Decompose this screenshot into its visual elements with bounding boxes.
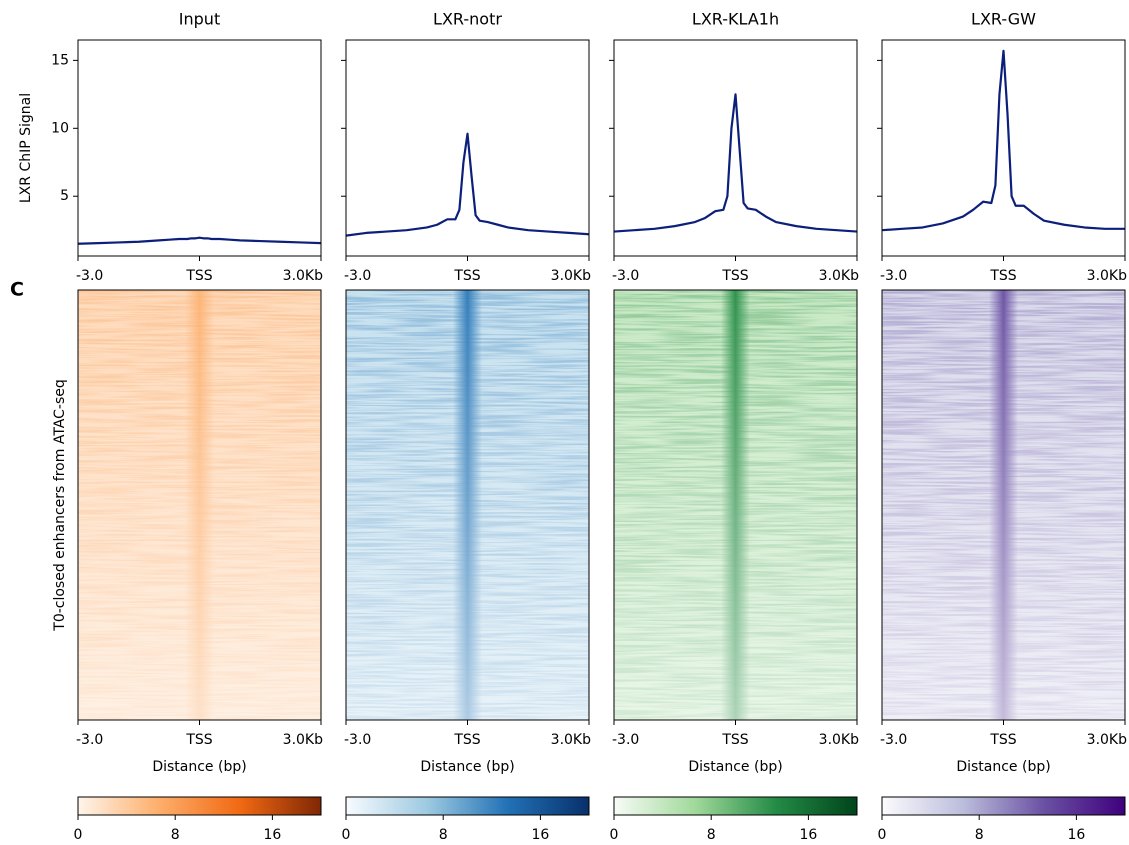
x-tick-label: -3.0 bbox=[76, 268, 103, 284]
x-tick-label: 3.0Kb bbox=[551, 268, 591, 284]
x-tick-label: TSS bbox=[453, 268, 480, 284]
y-axis-label: T0-closed enhancers from ATAC-seq bbox=[52, 379, 68, 631]
colorbar bbox=[345, 796, 590, 816]
colorbar bbox=[881, 796, 1126, 816]
heatmap-fade bbox=[346, 290, 589, 720]
x-tick-label: TSS bbox=[721, 732, 748, 748]
x-tick-label: -3.0 bbox=[880, 268, 907, 284]
y-tick-label: 5 bbox=[60, 188, 69, 204]
x-tick-label: TSS bbox=[989, 268, 1016, 284]
x-tick-label: TSS bbox=[453, 732, 480, 748]
x-tick-label: -3.0 bbox=[344, 732, 371, 748]
profile-line bbox=[613, 93, 858, 233]
x-axis-label: Distance (bp) bbox=[956, 759, 1050, 775]
panel-title: LXR-notr bbox=[433, 10, 502, 29]
colorbar-tick-label: 0 bbox=[610, 827, 619, 843]
x-tick-label: -3.0 bbox=[76, 732, 103, 748]
colorbar-tick-label: 8 bbox=[171, 827, 180, 843]
x-tick-label: TSS bbox=[721, 268, 748, 284]
y-axis-label: LXR ChIP Signal bbox=[18, 93, 34, 203]
profile-line bbox=[881, 49, 1125, 232]
heatmap-fade bbox=[614, 290, 857, 720]
x-tick-label: 3.0Kb bbox=[283, 732, 323, 748]
plot-frame bbox=[77, 39, 322, 257]
panel-title: Input bbox=[179, 10, 220, 29]
heatmap-fade bbox=[78, 290, 321, 720]
colorbar-tick-label: 16 bbox=[1067, 827, 1085, 843]
x-axis-label: Distance (bp) bbox=[152, 759, 246, 775]
plot-frame bbox=[613, 39, 858, 257]
x-axis-label: Distance (bp) bbox=[420, 759, 514, 775]
panel-title: LXR-GW bbox=[971, 10, 1036, 29]
colorbar bbox=[613, 796, 858, 816]
colorbar-tick-label: 8 bbox=[439, 827, 448, 843]
colorbar-tick-label: 0 bbox=[74, 827, 83, 843]
profile-line bbox=[77, 236, 322, 245]
x-tick-label: TSS bbox=[989, 732, 1016, 748]
plot-frame bbox=[345, 39, 590, 257]
colorbar bbox=[77, 796, 322, 816]
x-tick-label: 3.0Kb bbox=[1087, 268, 1127, 284]
colorbar-tick-label: 16 bbox=[531, 827, 549, 843]
colorbar-tick-label: 16 bbox=[799, 827, 817, 843]
profile-line bbox=[345, 132, 590, 237]
x-tick-label: -3.0 bbox=[612, 268, 639, 284]
colorbar-tick-label: 8 bbox=[707, 827, 716, 843]
x-tick-label: -3.0 bbox=[344, 268, 371, 284]
x-tick-label: 3.0Kb bbox=[551, 732, 591, 748]
x-tick-label: 3.0Kb bbox=[819, 732, 859, 748]
colorbar-tick-label: 0 bbox=[342, 827, 351, 843]
y-tick-label: 10 bbox=[51, 120, 69, 136]
x-tick-label: 3.0Kb bbox=[283, 268, 323, 284]
x-tick-label: 3.0Kb bbox=[819, 268, 859, 284]
colorbar-tick-label: 8 bbox=[975, 827, 984, 843]
colorbar-tick-label: 16 bbox=[263, 827, 281, 843]
x-tick-label: TSS bbox=[185, 268, 212, 284]
panel-label: C bbox=[10, 279, 24, 301]
x-tick-label: -3.0 bbox=[880, 732, 907, 748]
colorbar-tick-label: 0 bbox=[878, 827, 887, 843]
x-tick-label: TSS bbox=[185, 732, 212, 748]
plot-frame bbox=[881, 39, 1126, 257]
heatmap-fade bbox=[882, 290, 1125, 720]
panel-title: LXR-KLA1h bbox=[692, 10, 779, 29]
x-tick-label: 3.0Kb bbox=[1087, 732, 1127, 748]
x-axis-label: Distance (bp) bbox=[688, 759, 782, 775]
y-tick-label: 15 bbox=[51, 52, 69, 68]
x-tick-label: -3.0 bbox=[612, 732, 639, 748]
